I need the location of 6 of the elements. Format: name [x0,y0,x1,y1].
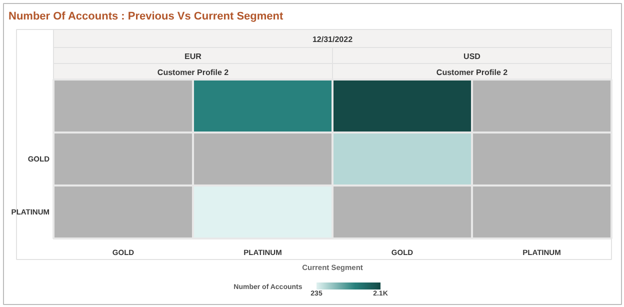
text: Customer Profile 2 [157,68,230,77]
text: USD [464,52,481,61]
text: Customer Profile 2 [436,68,508,77]
text: 12/31/2022 [312,35,354,44]
chart-title: Number Of Accounts : Previous Vs Current Segment [8,10,284,22]
text: EUR [184,52,202,61]
